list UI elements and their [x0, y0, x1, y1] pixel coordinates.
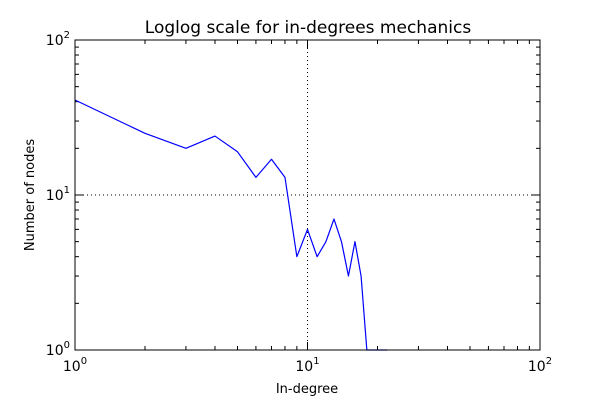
x-tick-labels: 100 101 102: [63, 356, 552, 375]
plot-frame: [74, 39, 541, 351]
y-tick-labels: 100 101 102: [46, 30, 70, 359]
minor-ticks: [75, 40, 540, 350]
x-axis-label: In-degree: [276, 382, 338, 397]
grid-lines: [75, 40, 540, 350]
x-tick-label: 100: [63, 356, 87, 375]
x-tick-label: 101: [295, 356, 319, 375]
chart-title: Loglog scale for in-degrees mechanics: [145, 18, 472, 38]
x-tick-label: 102: [528, 356, 552, 375]
y-tick-label: 101: [46, 185, 70, 204]
y-axis-label: Number of nodes: [23, 139, 38, 251]
series-line: [74, 99, 388, 351]
y-tick-label: 102: [46, 30, 70, 49]
y-tick-label: 100: [46, 340, 70, 359]
series-layer: [74, 99, 388, 351]
